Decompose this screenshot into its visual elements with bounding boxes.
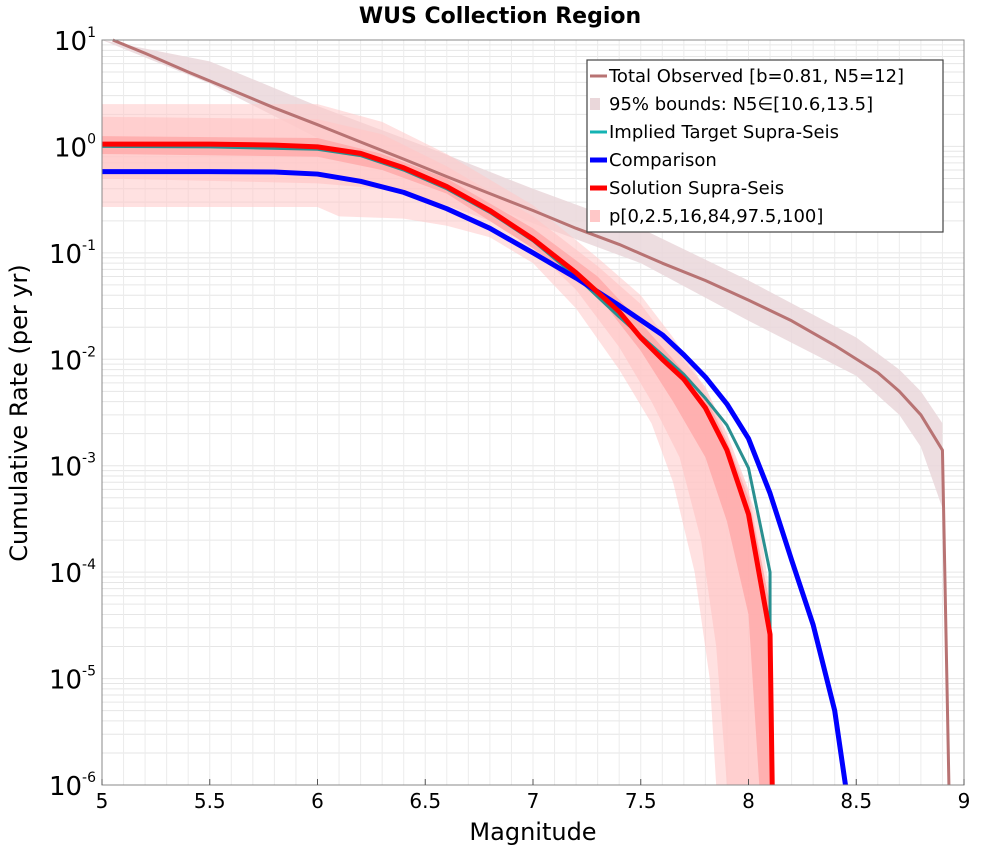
series-line: [112, 38, 951, 786]
chart-title: WUS Collection Region: [359, 4, 641, 29]
legend-label: 95% bounds: N5∈[10.6,13.5]: [609, 94, 873, 115]
legend-label: Comparison: [609, 150, 717, 171]
legend-swatch: [590, 98, 600, 110]
legend-swatch: [590, 210, 600, 222]
legend-label: Solution Supra-Seis: [609, 178, 784, 199]
x-tick-label: 8.5: [840, 789, 872, 813]
legend: Total Observed [b=0.81, N5=12] 95% bounds…: [586, 59, 944, 233]
x-tick-label: 5: [96, 789, 109, 813]
y-tick-label: 10-4: [49, 557, 96, 589]
legend-label: Implied Target Supra-Seis: [609, 122, 839, 143]
x-tick-labels: 5 5.5 6 6.5 7 7.5 8 8.5 9: [96, 779, 971, 813]
x-tick-label: 7: [527, 789, 540, 813]
y-tick-label: 10-5: [49, 664, 96, 696]
y-tick-label: 10-2: [49, 344, 96, 376]
y-tick-label: 10-6: [49, 770, 96, 802]
y-axis-label: Cumulative Rate (per yr): [5, 264, 33, 562]
legend-label: Total Observed [b=0.81, N5=12]: [608, 66, 904, 87]
x-tick-label: 8: [742, 789, 755, 813]
legend-label: p[0,2.5,16,84,97.5,100]: [609, 206, 823, 227]
series-line: [102, 169, 848, 786]
x-tick-label: 5.5: [194, 789, 226, 813]
y-tick-label: 100: [54, 131, 96, 163]
y-tick-labels: 10-6 10-5 10-4 10-3 10-2 10-1 100 101: [49, 25, 96, 802]
x-tick-label: 6.5: [409, 789, 441, 813]
y-tick-label: 10-3: [49, 451, 96, 483]
series-line: [102, 141, 775, 786]
y-tick-label: 101: [54, 25, 96, 57]
x-tick-label: 6: [311, 789, 324, 813]
x-tick-label: 7.5: [625, 789, 657, 813]
x-axis-label: Magnitude: [469, 818, 596, 846]
y-tick-label: 10-1: [49, 238, 96, 270]
series-lines: [101, 38, 951, 786]
legend-box: [586, 59, 944, 233]
x-tick-label: 9: [958, 789, 971, 813]
